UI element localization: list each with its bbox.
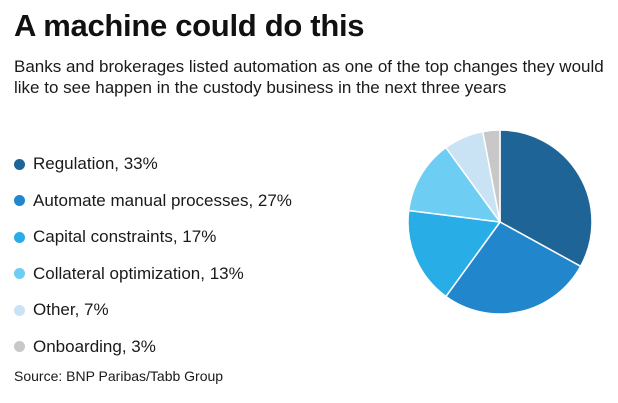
- source-note: Source: BNP Paribas/Tabb Group: [14, 368, 224, 384]
- pie-slice-capital-constraints: [407, 209, 502, 298]
- legend-item-capital-constraints: Capital constraints, 17%: [14, 219, 292, 256]
- legend-label-onboarding: Onboarding, 3%: [33, 336, 156, 356]
- legend-item-regulation: Regulation, 33%: [14, 146, 292, 183]
- legend-label-collateral-optimization: Collateral optimization, 13%: [33, 263, 244, 283]
- legend-label-regulation: Regulation, 33%: [33, 154, 158, 174]
- legend-label-capital-constraints: Capital constraints, 17%: [33, 227, 217, 247]
- legend-item-collateral-optimization: Collateral optimization, 13%: [14, 256, 292, 293]
- chart-subtitle: Banks and brokerages listed automation a…: [14, 57, 604, 97]
- legend-item-automate-manual-processes: Automate manual processes, 27%: [14, 183, 292, 220]
- legend-dot-automate-manual-processes: [14, 195, 25, 207]
- legend-item-other: Other, 7%: [14, 292, 292, 329]
- pie-slice-regulation: [499, 129, 593, 268]
- legend-label-automate-manual-processes: Automate manual processes, 27%: [33, 190, 292, 210]
- legend: Regulation, 33% Automate manual processe…: [14, 146, 292, 365]
- legend-item-onboarding: Onboarding, 3%: [14, 329, 292, 366]
- pie-slice-automate-manual-processes: [444, 221, 582, 315]
- legend-dot-collateral-optimization: [14, 268, 25, 280]
- chart-title: A machine could do this: [14, 8, 365, 43]
- pie-slice-collateral-optimization: [407, 146, 502, 223]
- legend-dot-other: [14, 304, 25, 316]
- pie-slice-onboarding: [481, 129, 501, 223]
- pie-chart: [407, 129, 593, 315]
- legend-dot-onboarding: [14, 341, 25, 353]
- legend-label-other: Other, 7%: [33, 300, 109, 320]
- legend-dot-capital-constraints: [14, 231, 25, 243]
- legend-dot-regulation: [14, 158, 25, 170]
